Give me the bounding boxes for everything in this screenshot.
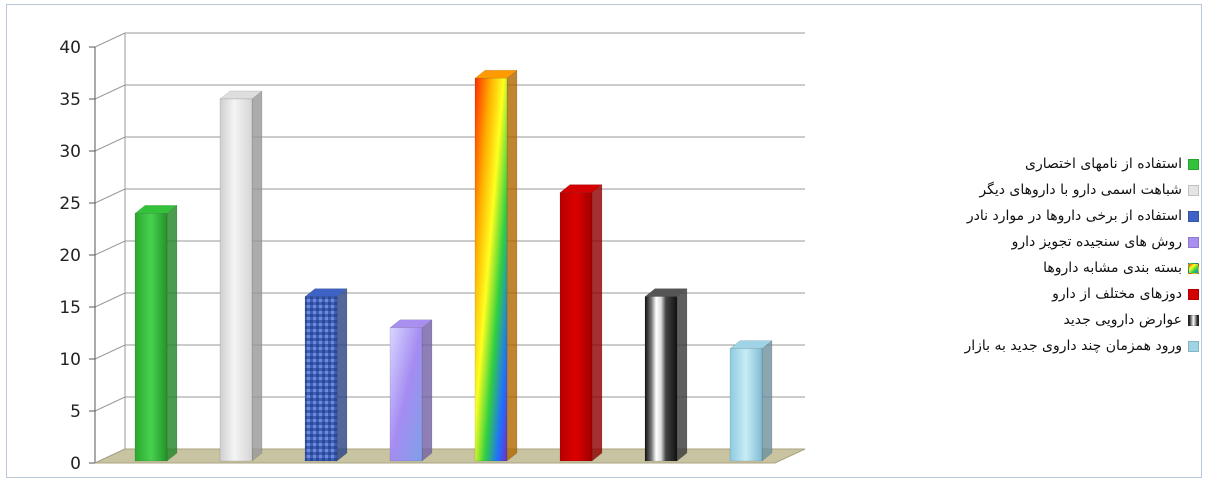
bar-side-shade	[252, 91, 262, 461]
legend-label: شباهت اسمی دارو با داروهای دیگر	[979, 182, 1182, 198]
bar-side-shade	[677, 288, 687, 461]
y-tick-label: 10	[59, 350, 81, 370]
bars-layer	[134, 69, 773, 462]
bar-3	[389, 319, 433, 462]
legend-item-6: عوارض دارویی جدید	[849, 307, 1199, 333]
light-blue-swatch-icon	[1188, 340, 1199, 352]
bar-1	[219, 90, 263, 462]
floor-plane	[94, 448, 806, 464]
bar-side-shade	[592, 184, 602, 461]
bar-front	[389, 327, 423, 462]
bar-front	[559, 192, 593, 462]
grid-connector	[94, 396, 126, 412]
legend-item-1: شباهت اسمی دارو با داروهای دیگر	[849, 177, 1199, 203]
grid-connector	[94, 188, 126, 204]
grid-connector	[94, 136, 126, 152]
bar-side-shade	[762, 340, 772, 461]
bar-2	[304, 288, 348, 462]
bar-side-shade	[422, 319, 432, 461]
bar-front	[729, 348, 763, 462]
bar-side-shade	[337, 288, 347, 461]
legend-label: بسته بندی مشابه داروها	[1043, 260, 1182, 276]
red-swatch-icon	[1188, 288, 1199, 300]
y-tick-label: 40	[59, 38, 81, 58]
grid-connector	[94, 344, 126, 360]
rainbow-swatch-icon	[1188, 262, 1199, 274]
bar-front	[644, 296, 678, 462]
bar-side-shade	[167, 205, 177, 461]
legend-label: استفاده از نامهای اختصاری	[1025, 156, 1182, 172]
y-tick-label: 15	[59, 298, 81, 318]
y-tick-label: 5	[70, 402, 81, 422]
bar-5	[559, 184, 603, 462]
bar-front	[134, 213, 168, 462]
lavender-swatch-icon	[1188, 236, 1199, 248]
legend-label: دوزهای مختلف از دارو	[1052, 286, 1182, 302]
legend-label: ورود همزمان چند داروی جدید به بازار	[964, 338, 1182, 354]
legend-item-4: بسته بندی مشابه داروها	[849, 255, 1199, 281]
marble-swatch-icon	[1188, 184, 1199, 196]
legend: استفاده از نامهای اختصاری شباهت اسمی دار…	[849, 151, 1199, 359]
y-tick-label: 20	[59, 246, 81, 266]
legend-item-5: دوزهای مختلف از دارو	[849, 281, 1199, 307]
bar-0	[134, 204, 178, 462]
chart-floor	[94, 448, 806, 464]
legend-label: روش های سنجیده تجویز دارو	[1011, 234, 1182, 250]
bar-6	[644, 288, 688, 462]
bar-chart: 0 5 10 15 20 25 30 35 40	[59, 32, 806, 474]
blue-pattern-swatch-icon	[1188, 210, 1199, 222]
green-swatch-icon	[1188, 158, 1199, 170]
grid-connector	[94, 32, 126, 48]
bar-4	[474, 69, 518, 462]
black-white-swatch-icon	[1188, 314, 1199, 326]
legend-label: استفاده از برخی داروها در موارد نادر	[966, 208, 1182, 224]
y-tick-label: 30	[59, 142, 81, 162]
legend-label: عوارض دارویی جدید	[1063, 312, 1182, 328]
legend-item-7: ورود همزمان چند داروی جدید به بازار	[849, 333, 1199, 359]
grid-connector	[94, 292, 126, 308]
chart-frame: 0 5 10 15 20 25 30 35 40 استفاده از نامهای اختصا…	[6, 4, 1202, 478]
grid-connector	[94, 240, 126, 256]
legend-item-0: استفاده از نامهای اختصاری	[849, 151, 1199, 177]
bar-front	[219, 98, 253, 462]
bar-side-shade	[507, 70, 517, 461]
bar-front	[474, 77, 508, 462]
legend-item-3: روش های سنجیده تجویز دارو	[849, 229, 1199, 255]
bar-front	[304, 296, 338, 462]
bar-7	[729, 340, 773, 462]
y-tick-label: 0	[70, 454, 81, 474]
y-tick-label: 35	[59, 90, 81, 110]
legend-item-2: استفاده از برخی داروها در موارد نادر	[849, 203, 1199, 229]
grid-connector	[94, 84, 126, 100]
y-tick-label: 25	[59, 194, 81, 214]
